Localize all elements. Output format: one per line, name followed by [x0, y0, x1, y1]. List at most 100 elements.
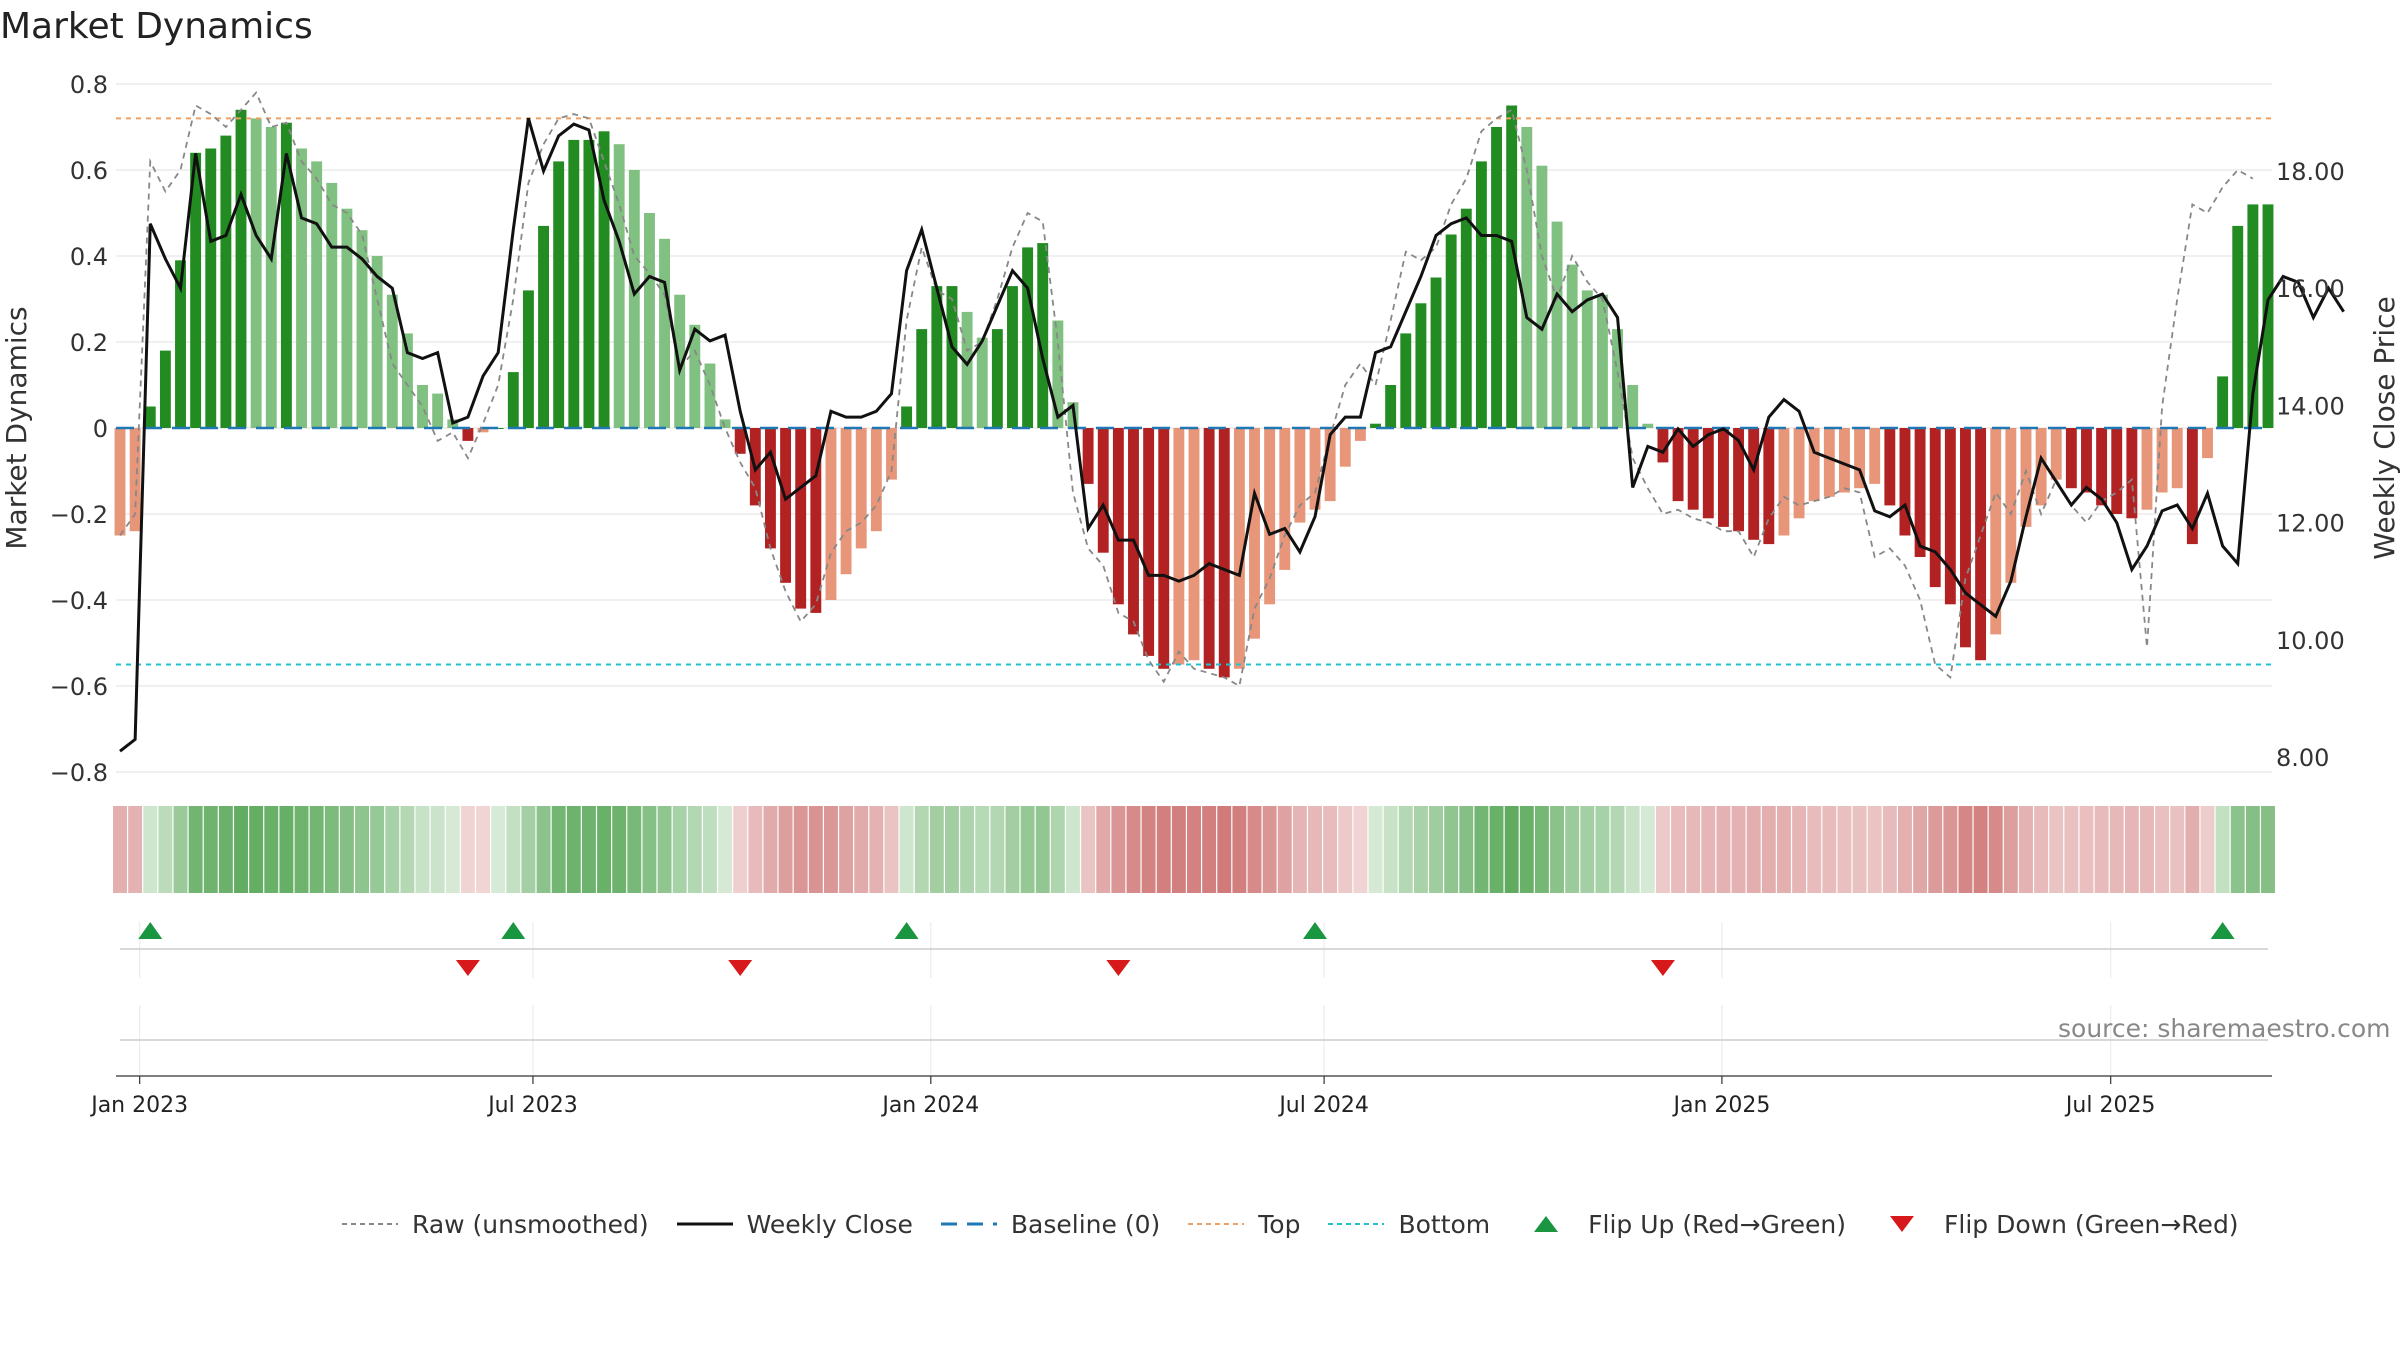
- bar: [674, 294, 686, 428]
- strip-cell: [476, 806, 491, 893]
- bar: [855, 428, 867, 549]
- bar: [810, 428, 822, 613]
- bar: [538, 225, 549, 428]
- bar: [1112, 428, 1124, 605]
- strip-cell: [1701, 806, 1716, 893]
- strip-cell: [2230, 806, 2245, 893]
- strip-cell: [218, 806, 233, 893]
- strip-cell: [2215, 806, 2230, 893]
- strip-cell: [1398, 806, 1413, 893]
- dashed-gray-line-icon: [342, 1223, 398, 1225]
- bar: [991, 329, 1003, 428]
- bar: [2202, 428, 2213, 459]
- bar: [1097, 428, 1109, 553]
- strip-cell: [113, 806, 127, 893]
- strip-cell: [385, 806, 400, 893]
- bar: [2065, 428, 2077, 489]
- strip-cell: [823, 806, 838, 893]
- y-tick-label: −0.8: [50, 759, 108, 787]
- legend-item-top: Top: [1186, 1210, 1300, 1239]
- bar: [235, 109, 247, 429]
- strip-cell: [445, 806, 460, 893]
- bar: [2141, 428, 2153, 510]
- strip-cell: [234, 806, 248, 893]
- bar: [265, 127, 277, 428]
- bar: [522, 290, 534, 428]
- strip-cell: [1897, 806, 1912, 893]
- bar: [144, 406, 156, 428]
- bar: [1884, 428, 1896, 506]
- bar: [643, 213, 655, 428]
- bar: [1612, 329, 1623, 428]
- y2-tick-label: 16.00: [2276, 275, 2345, 303]
- bar: [1566, 264, 1578, 428]
- strip-cell: [1928, 806, 1943, 893]
- strip-cell: [324, 806, 339, 893]
- strip-cell: [1353, 806, 1368, 893]
- strip-cell: [1671, 806, 1686, 893]
- strip-cell: [808, 806, 823, 893]
- strip-cell: [899, 806, 914, 893]
- strip-cell: [2079, 806, 2094, 893]
- x-tick-label: Jul 2025: [2064, 1093, 2156, 1118]
- x-tick-label: Jan 2024: [880, 1093, 979, 1118]
- bar: [2247, 204, 2259, 428]
- strip-cell: [339, 806, 354, 893]
- strip-cell: [1595, 806, 1610, 893]
- y-axis-title: Market Dynamics: [0, 306, 33, 549]
- strip-cell: [914, 806, 929, 893]
- bar: [386, 294, 398, 428]
- regime-strip: [113, 806, 2275, 893]
- strip-cell: [2155, 806, 2170, 893]
- strip-cell: [1988, 806, 2003, 893]
- bar: [659, 238, 671, 428]
- bar: [946, 286, 958, 428]
- strip-cell: [2034, 806, 2049, 893]
- bar: [432, 393, 444, 428]
- strip-cell: [854, 806, 869, 893]
- bar: [1763, 428, 1775, 545]
- strip-cell: [581, 806, 596, 893]
- bar: [553, 161, 565, 428]
- x-tick-label: Jul 2023: [486, 1093, 578, 1118]
- strip-cell: [2170, 806, 2185, 893]
- bar: [780, 428, 792, 583]
- strip-cell: [1292, 806, 1307, 893]
- bar: [1702, 428, 1714, 519]
- bar: [825, 428, 837, 600]
- bar: [1944, 428, 1956, 605]
- strip-cell: [1232, 806, 1247, 893]
- y2-axis-title: Weekly Close Price: [2368, 296, 2400, 559]
- bar: [371, 256, 383, 428]
- legend-item-flip_up: Flip Up (Red→Green): [1516, 1210, 1846, 1239]
- strip-cell: [1867, 806, 1882, 893]
- strip-cell: [1035, 806, 1050, 893]
- strip-cell: [1096, 806, 1111, 893]
- bar: [1128, 428, 1139, 635]
- bar: [1264, 428, 1276, 605]
- strip-cell: [687, 806, 702, 893]
- bar: [1294, 428, 1306, 523]
- strip-cell: [702, 806, 717, 893]
- y-tick-label: 0: [93, 415, 108, 443]
- strip-cell: [400, 806, 415, 893]
- bar: [190, 152, 202, 429]
- bar: [1960, 428, 1971, 648]
- flip-up-marker: [894, 922, 919, 939]
- strip-cell: [1474, 806, 1489, 893]
- raw-line: [119, 90, 2254, 688]
- flip-down-marker: [1106, 960, 1131, 976]
- bar: [2005, 428, 2017, 583]
- bar: [326, 182, 338, 428]
- strip-cell: [1746, 806, 1761, 893]
- bar: [734, 428, 746, 454]
- bar: [1203, 428, 1215, 669]
- bar: [1491, 127, 1502, 428]
- strip-cell: [1459, 806, 1474, 893]
- legend-item-flip_down: Flip Down (Green→Red): [1872, 1210, 2239, 1239]
- y-tick-label: 0.6: [70, 157, 108, 185]
- strip-cell: [945, 806, 959, 893]
- legend-item-close: Weekly Close: [675, 1210, 913, 1239]
- bar: [417, 385, 428, 428]
